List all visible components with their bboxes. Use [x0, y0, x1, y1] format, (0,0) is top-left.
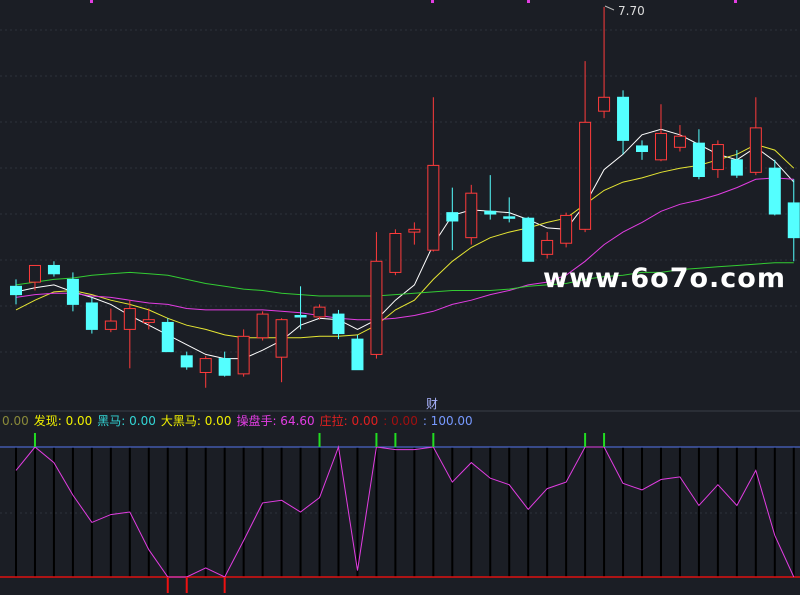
panel-label: 财 — [426, 397, 438, 411]
candle-body — [66, 278, 79, 305]
candle-body — [408, 228, 421, 233]
candle-body — [142, 319, 155, 323]
candle-body — [579, 121, 592, 230]
candle-body — [636, 145, 649, 152]
moving-average-line — [15, 128, 795, 360]
indicator-panel — [0, 433, 800, 593]
candle-body — [654, 132, 667, 161]
candle-body — [692, 142, 705, 178]
legend-entry: 发现: 0.00 — [33, 414, 93, 428]
moving-average-line — [15, 143, 795, 339]
candle-body — [560, 214, 573, 244]
annotation-pointer — [604, 5, 615, 11]
candle-body — [256, 313, 269, 339]
candle-body — [10, 285, 22, 296]
candle-body — [541, 239, 554, 255]
price-panel — [10, 6, 800, 388]
candle-body — [503, 216, 516, 219]
candle-body — [123, 308, 136, 330]
candle-body — [332, 313, 345, 335]
candle-body — [294, 314, 307, 318]
candle-body — [47, 264, 60, 275]
legend-entry: 操盘手: 64.60 — [236, 414, 315, 428]
candle-body — [237, 335, 250, 375]
top-marker — [734, 0, 737, 3]
candle-body — [484, 210, 497, 215]
candle-body — [161, 321, 174, 353]
candle-body — [730, 159, 743, 176]
candle-body — [370, 260, 383, 355]
candle-body — [199, 358, 212, 373]
legend-entry: 庄拉: 0.00 — [319, 414, 379, 428]
moving-average-line — [15, 177, 794, 321]
candle-body — [465, 192, 478, 239]
top-marker — [431, 0, 434, 3]
candle-body — [446, 212, 459, 222]
candle-body — [711, 144, 724, 171]
candle-body — [313, 306, 326, 318]
candle-body — [218, 358, 231, 376]
top-marker — [527, 0, 530, 3]
candle-body — [389, 232, 402, 273]
high-annotation: 7.70 — [618, 4, 645, 18]
legend-entry: : 100.00 — [422, 414, 473, 428]
candle-body — [351, 338, 364, 371]
top-marker — [90, 0, 93, 3]
indicator-legend: 0.00 发现: 0.00 黑马: 0.00 大黑马: 0.00 操盘手: 64.60 庄… — [2, 412, 478, 429]
moving-average-line — [15, 262, 794, 297]
candle-body — [180, 355, 193, 368]
candle-body — [522, 217, 535, 262]
candle-body — [787, 202, 800, 239]
candle-body — [275, 319, 288, 358]
watermark: www.6o7o.com — [543, 263, 786, 294]
candle-body — [28, 264, 41, 283]
legend-entry: : 0.00 — [383, 414, 418, 428]
candle-body — [673, 135, 686, 148]
main-grid — [0, 29, 800, 514]
legend-entry: 黑马: 0.00 — [97, 414, 156, 428]
candle-body — [768, 167, 781, 215]
candle-body — [427, 164, 440, 251]
candle-body — [104, 320, 117, 330]
legend-entry: 大黑马: 0.00 — [160, 414, 232, 428]
candle-body — [749, 127, 762, 173]
candle-body — [598, 96, 611, 112]
indicator-line — [15, 445, 795, 578]
candle-body — [85, 302, 98, 330]
legend-entry: 0.00 — [2, 414, 29, 428]
candle-body — [617, 96, 630, 141]
